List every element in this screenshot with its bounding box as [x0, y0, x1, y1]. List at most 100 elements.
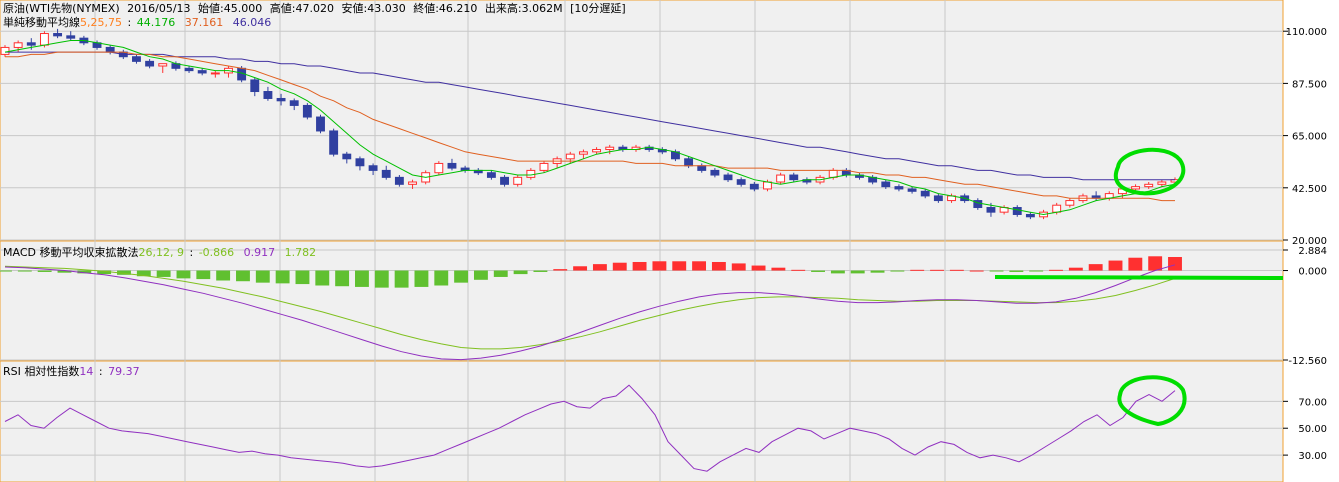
rsi-series [4, 384, 1176, 472]
macd-histogram-bar [711, 261, 726, 271]
rsi-period: 14 [79, 365, 93, 378]
annotation-circle-rsi [1117, 375, 1187, 427]
candle-body [1025, 213, 1035, 218]
price-series [0, 28, 1180, 220]
sma-periods: 5,25,75 [80, 16, 122, 29]
macd-histogram-bar [156, 270, 171, 277]
price-tick-label: 65.000 [1292, 132, 1327, 143]
candle-body [828, 169, 838, 178]
candle-body [526, 169, 536, 178]
candle-body [250, 79, 260, 93]
macd-tick-label: -12.560 [1288, 356, 1327, 367]
candle-body [408, 181, 417, 185]
macd-histogram-bar [374, 270, 389, 288]
sma5-line [4, 40, 1176, 216]
candle-body [105, 46, 115, 53]
candle-body [316, 116, 325, 132]
candle-body [0, 46, 10, 55]
annotation-zero-line [994, 275, 1284, 280]
candle-body [158, 63, 168, 67]
macd-histogram-bar [652, 261, 667, 271]
price-header: 原油(WTI先物(NYMEX) 2016/05/13 始値:45.000 高値:… [3, 1, 626, 15]
macd-histogram-bar [1148, 256, 1163, 271]
candle-body [933, 195, 943, 202]
macd-histogram-bar [335, 270, 350, 287]
macd-histogram-bar [136, 270, 151, 277]
candle-body [66, 35, 76, 39]
candle-body [894, 186, 904, 190]
candle-body [1131, 186, 1141, 190]
macd-histogram-bar [355, 270, 369, 287]
quote-date: 2016/05/13 [127, 2, 190, 15]
macd-tick-label: 0.000 [1298, 267, 1327, 278]
candle-body [907, 188, 917, 192]
macd-params: 26,12, 9 [138, 246, 183, 259]
macd-histogram-bar [97, 270, 112, 275]
price-panel [0, 0, 1284, 241]
open-value: 45.000 [224, 2, 263, 15]
sma25-value: 37.161 [185, 16, 224, 29]
annotations [994, 147, 1284, 427]
macd-histogram-bar [434, 270, 449, 286]
candle-body [1012, 207, 1022, 215]
macd-histogram-bar [454, 270, 469, 283]
macd-histogram-bar [910, 269, 925, 271]
macd-histogram-bar [57, 270, 72, 273]
macd-histogram-bar [850, 270, 865, 274]
instrument-name: 原油(WTI先物(NYMEX) [3, 1, 120, 15]
rsi-tick-label: 50.00 [1298, 424, 1327, 435]
candle-body [684, 158, 694, 167]
delay-note: [10分遅延] [570, 2, 626, 15]
candle-body [697, 165, 707, 171]
candle-body [565, 153, 575, 160]
macd-series [0, 256, 1182, 361]
candle-body [710, 169, 720, 176]
candle-body [1065, 200, 1075, 206]
macd-histogram-bar [1168, 257, 1182, 271]
grid-lines [0, 0, 1283, 482]
macd-histogram-bar [37, 270, 52, 272]
rsi-line [4, 384, 1176, 472]
macd-histogram-bar [216, 270, 231, 281]
macd-histogram-bar [731, 263, 746, 271]
macd-histogram-bar [632, 261, 647, 271]
candle-body [434, 162, 444, 174]
candle-body [39, 33, 49, 46]
candle-body [13, 42, 23, 48]
candle-body [394, 176, 404, 185]
rsi-sep: : [99, 365, 103, 378]
sma75-value: 46.046 [233, 16, 272, 29]
low-value: 43.030 [367, 2, 406, 15]
macd-histogram-bar [0, 270, 12, 272]
rsi-panel [0, 360, 1284, 482]
sma25-line [5, 51, 1175, 202]
candle-body [355, 158, 365, 167]
candle-body [486, 172, 496, 178]
macd-histogram-bar [1068, 267, 1083, 271]
macd-histogram-bar [236, 270, 250, 282]
macd-histogram-bar [77, 270, 92, 274]
macd-histogram-bar [315, 270, 330, 286]
rsi-tick-label: 30.00 [1298, 451, 1327, 462]
macd-sep: : [189, 246, 193, 259]
sma-legend: 単純移動平均線5,25,75 : 44.176 37.161 46.046 [3, 15, 271, 29]
macd-histogram-bar [176, 270, 191, 279]
sma-sep: : [128, 16, 132, 29]
macd-histogram-bar [1128, 257, 1143, 271]
macd-histogram-bar [117, 270, 131, 275]
macd-histogram-bar [1108, 260, 1123, 271]
macd-histogram-bar [791, 269, 806, 271]
volume-value: 3.062M [522, 2, 563, 15]
candle-body [447, 162, 457, 169]
rsi-title: RSI 相対性指数 [3, 364, 79, 378]
candle-body [145, 60, 155, 67]
signal-value: 0.917 [244, 246, 276, 259]
macd-line [4, 264, 1176, 361]
macd-histogram-bar [771, 267, 786, 271]
candle-body [605, 146, 615, 151]
candle-body [381, 169, 391, 178]
macd-histogram-bar [890, 270, 905, 272]
macd-histogram-bar [473, 270, 488, 280]
price-tick-label: 87.500 [1292, 79, 1327, 90]
candle-body [789, 174, 799, 181]
